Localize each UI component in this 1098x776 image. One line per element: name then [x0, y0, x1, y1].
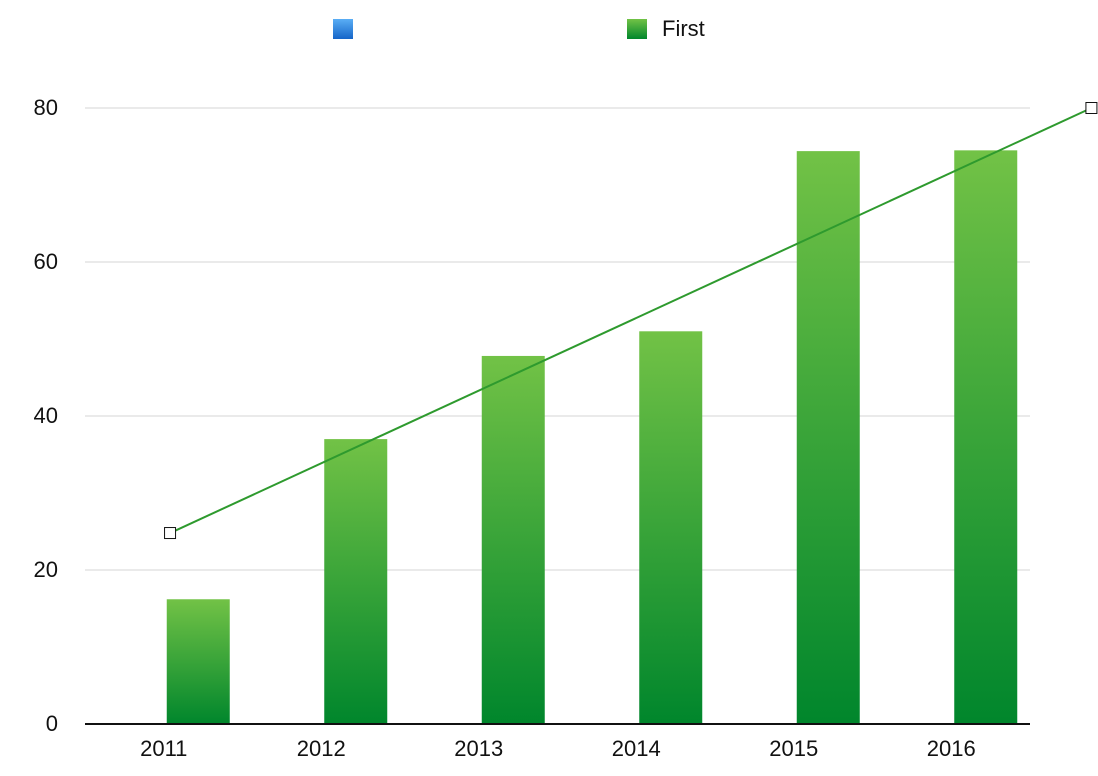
x-tick-label: 2013 — [454, 736, 503, 761]
y-tick-label: 40 — [34, 403, 58, 428]
y-tick-label: 20 — [34, 557, 58, 582]
bar — [324, 439, 388, 724]
bar — [639, 331, 703, 724]
x-tick-label: 2016 — [927, 736, 976, 761]
legend-swatch — [333, 19, 353, 39]
y-tick-label: 80 — [34, 95, 58, 120]
trend-line — [169, 107, 1092, 534]
y-tick-label: 60 — [34, 249, 58, 274]
trend-marker — [164, 527, 177, 540]
trend-marker — [1085, 102, 1098, 114]
legend-label: First — [662, 16, 705, 41]
bar — [954, 150, 1018, 725]
bar — [481, 355, 545, 724]
x-tick-label: 2012 — [297, 736, 346, 761]
bar — [166, 599, 230, 724]
y-tick-label: 0 — [46, 711, 58, 736]
x-tick-label: 2015 — [769, 736, 818, 761]
legend-swatch — [627, 19, 647, 39]
x-tick-label: 2014 — [612, 736, 661, 761]
x-tick-label: 2011 — [140, 736, 187, 761]
bar — [796, 151, 860, 724]
